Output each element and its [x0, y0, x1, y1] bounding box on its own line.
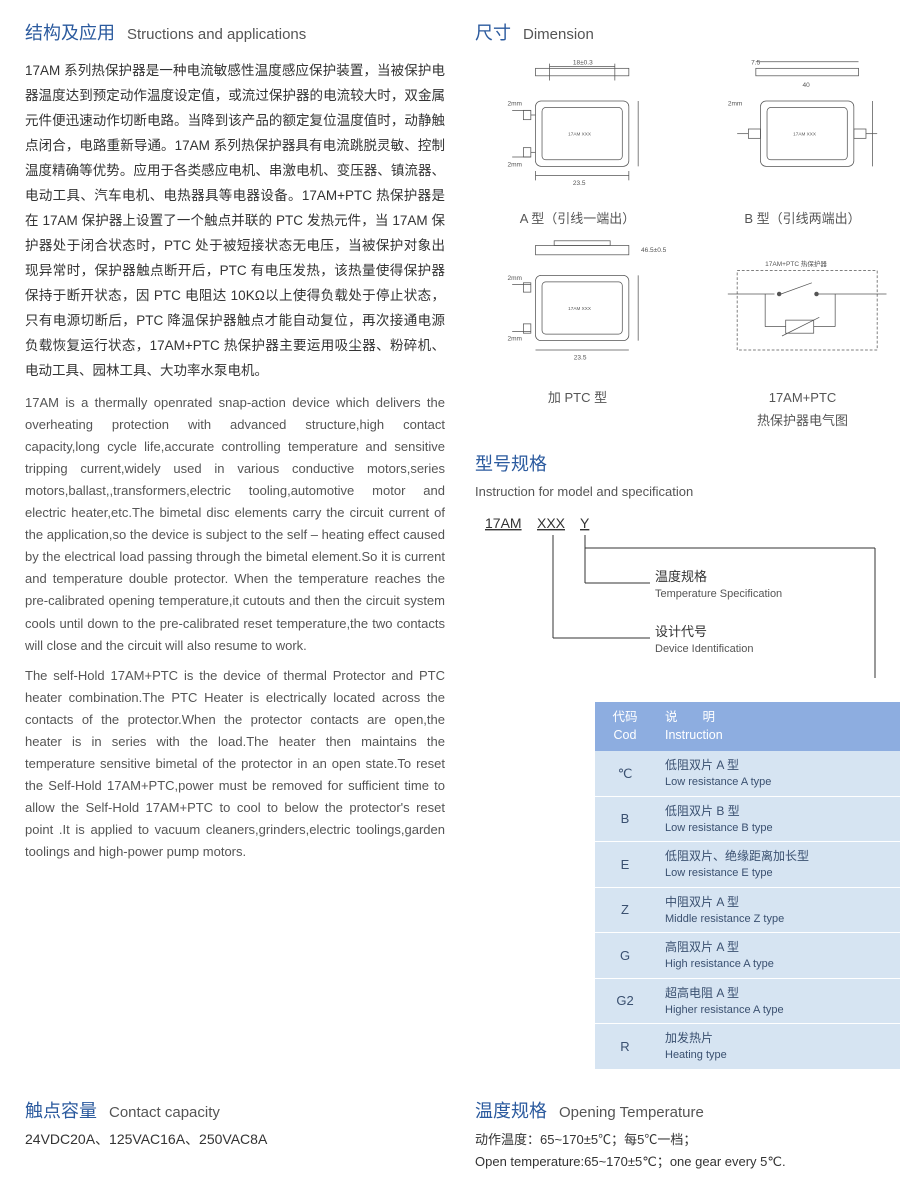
contact-title-en: Contact capacity [109, 1102, 220, 1125]
spec-table: 代码 Cod 说 明 Instruction ℃低阻双片 A 型Low resi… [595, 702, 900, 1070]
diagram-ptc-svg: 46.5±0.5 2mm 2mm 17AM XXX 23.5 [475, 238, 680, 378]
table-row: Z中阻双片 A 型Middle resistance Z type [595, 887, 900, 933]
diagram-elec-label-1: 17AM+PTC [700, 388, 900, 408]
spec-desc: 中阻双片 A 型Middle resistance Z type [655, 887, 900, 933]
temp-title-en: Opening Temperature [559, 1102, 704, 1125]
svg-text:2mm: 2mm [508, 275, 522, 282]
spec-code: B [595, 796, 655, 842]
spec-desc: 超高电阻 A 型Higher resistance A type [655, 978, 900, 1024]
spec-th-inst: 说 明 Instruction [655, 702, 900, 752]
table-row: G2超高电阻 A 型Higher resistance A type [595, 978, 900, 1024]
svg-text:Temperature Specification: Temperature Specification [655, 588, 782, 600]
diagram-a: 18±0.3 2mm 2mm 17AM XXX 23.5 [475, 59, 680, 228]
svg-text:2mm: 2mm [508, 101, 522, 108]
model-tree-svg: 17AM XXX Y 温度规格 Temperature Specificatio… [475, 513, 895, 678]
spec-code: R [595, 1024, 655, 1070]
svg-text:18±0.3: 18±0.3 [573, 60, 593, 67]
dim-title-cn: 尺寸 [475, 20, 511, 47]
svg-text:Y: Y [580, 515, 590, 531]
spec-desc: 低阻双片 A 型Low resistance A type [655, 751, 900, 796]
svg-text:Device Identification: Device Identification [655, 643, 753, 655]
spec-code: G2 [595, 978, 655, 1024]
diagram-b-svg: 7.5 40 2mm 17AM XXX [700, 59, 900, 199]
svg-text:温度规格: 温度规格 [655, 569, 707, 584]
spec-code: ℃ [595, 751, 655, 796]
svg-text:40: 40 [803, 82, 811, 89]
diagram-ptc: 46.5±0.5 2mm 2mm 17AM XXX 23.5 加 PTC 型 [475, 238, 680, 431]
struct-title-cn: 结构及应用 [25, 20, 115, 47]
spec-desc: 高阻双片 A 型High resistance A type [655, 933, 900, 979]
diagram-a-label: A 型（引线一端出） [475, 209, 680, 229]
spec-th-code: 代码 Cod [595, 702, 655, 752]
svg-text:7.5: 7.5 [751, 60, 760, 67]
svg-text:17AM XXX: 17AM XXX [568, 132, 592, 137]
struct-title: 结构及应用 Structions and applications [25, 20, 445, 47]
svg-text:23.5: 23.5 [573, 180, 586, 187]
temp-section: 温度规格 Opening Temperature 动作温度：65~170±5℃；… [475, 1098, 875, 1173]
temp-en: Open temperature:65~170±5℃；one gear ever… [475, 1151, 875, 1173]
svg-text:2mm: 2mm [508, 161, 522, 168]
diagram-elec-label-2: 热保护器电气图 [700, 411, 900, 431]
spec-desc: 加发热片Heating type [655, 1024, 900, 1070]
left-column: 结构及应用 Structions and applications 17AM 系… [25, 20, 445, 1070]
svg-text:46.5±0.5: 46.5±0.5 [641, 247, 667, 254]
diagram-elec-svg: 17AM+PTC 热保护器 [700, 238, 900, 378]
svg-text:17AM XXX: 17AM XXX [793, 132, 817, 137]
svg-text:XXX: XXX [537, 515, 566, 531]
dim-title: 尺寸 Dimension [475, 20, 900, 47]
spec-desc: 低阻双片 B 型Low resistance B type [655, 796, 900, 842]
svg-text:23.5: 23.5 [574, 354, 587, 361]
body-cn-1: 17AM 系列热保护器是一种电流敏感性温度感应保护装置，当被保护电器温度达到预定… [25, 59, 445, 384]
body-en-1: 17AM is a thermally openrated snap-actio… [25, 392, 445, 657]
svg-text:17AM XXX: 17AM XXX [568, 306, 592, 311]
contact-section: 触点容量 Contact capacity 24VDC20A、125VAC16A… [25, 1098, 445, 1173]
svg-text:2mm: 2mm [508, 336, 522, 343]
right-column: 尺寸 Dimension 18±0.3 2mm 2mm [475, 20, 900, 1070]
model-title-cn: 型号规格 [475, 451, 547, 478]
temp-cn: 动作温度：65~170±5℃；每5℃一档； [475, 1129, 875, 1151]
model-title: 型号规格 [475, 451, 900, 478]
svg-text:2mm: 2mm [728, 101, 742, 108]
svg-text:17AM+PTC 热保护器: 17AM+PTC 热保护器 [765, 259, 827, 268]
diagram-grid: 18±0.3 2mm 2mm 17AM XXX 23.5 [475, 59, 900, 431]
svg-text:设计代号: 设计代号 [655, 624, 707, 639]
spec-code: E [595, 842, 655, 888]
diagram-b-label: B 型（引线两端出） [700, 209, 900, 229]
spec-desc: 低阻双片、绝缘距离加长型Low resistance E type [655, 842, 900, 888]
model-title-en: Instruction for model and specification [475, 482, 900, 502]
dim-title-en: Dimension [523, 24, 594, 47]
contact-value: 24VDC20A、125VAC16A、250VAC8A [25, 1129, 445, 1150]
spec-code: G [595, 933, 655, 979]
table-row: ℃低阻双片 A 型Low resistance A type [595, 751, 900, 796]
temp-title-cn: 温度规格 [475, 1098, 547, 1125]
contact-title-cn: 触点容量 [25, 1098, 97, 1125]
table-row: B低阻双片 B 型Low resistance B type [595, 796, 900, 842]
table-row: E低阻双片、绝缘距离加长型Low resistance E type [595, 842, 900, 888]
diagram-b: 7.5 40 2mm 17AM XXX B 型（引线两端出） [700, 59, 900, 228]
table-row: R加发热片Heating type [595, 1024, 900, 1070]
svg-text:17AM: 17AM [485, 515, 522, 531]
body-en-2: The self-Hold 17AM+PTC is the device of … [25, 665, 445, 864]
diagram-ptc-label: 加 PTC 型 [475, 388, 680, 408]
struct-title-en: Structions and applications [127, 24, 306, 47]
spec-code: Z [595, 887, 655, 933]
table-row: G高阻双片 A 型High resistance A type [595, 933, 900, 979]
diagram-elec: 17AM+PTC 热保护器 17AM+PTC 热保护器电气图 [700, 238, 900, 431]
model-tree: 17AM XXX Y 温度规格 Temperature Specificatio… [475, 513, 900, 684]
diagram-a-svg: 18±0.3 2mm 2mm 17AM XXX 23.5 [475, 59, 680, 199]
